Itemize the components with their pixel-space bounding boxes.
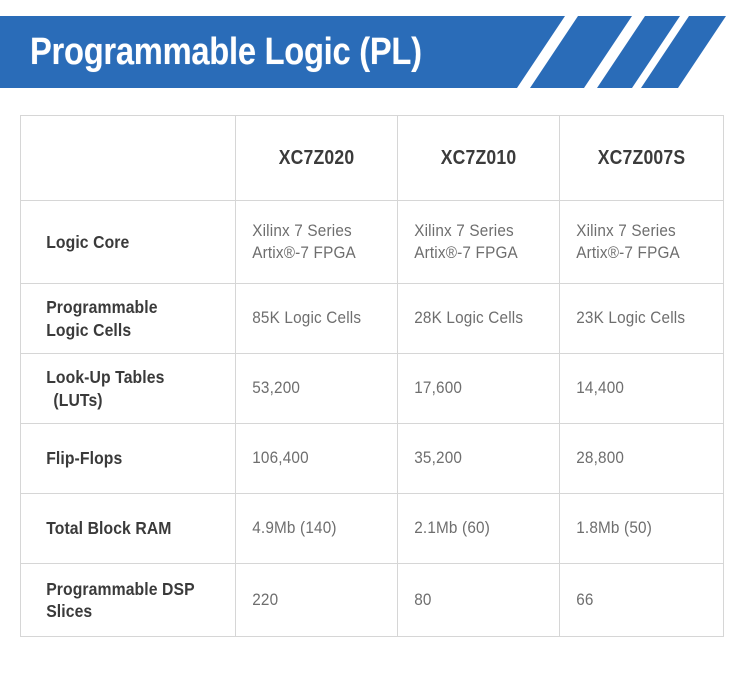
row-value-cell: 28K Logic Cells: [397, 283, 560, 354]
row-label-cell: Look-Up Tables (LUTs): [20, 353, 236, 424]
row-value-cell: Xilinx 7 Series Artix®-7 FPGA: [235, 200, 398, 284]
table-row: Total Block RAM 4.9Mb (140) 2.1Mb (60) 1…: [20, 493, 724, 564]
value-logic-cells-xc7z007s: 23K Logic Cells: [576, 308, 686, 328]
column-header-blank: [20, 115, 236, 201]
column-header-xc7z020: XC7Z020: [235, 115, 398, 201]
value-logic-core-xc7z007s: Xilinx 7 Series Artix®-7 FPGA: [576, 220, 680, 262]
row-label-cell: Logic Core: [20, 200, 236, 284]
row-value-cell: 66: [559, 563, 724, 637]
value-block-ram-xc7z010: 2.1Mb (60): [414, 518, 490, 538]
row-label-cell: Programmable Logic Cells: [20, 283, 236, 354]
row-label-total-block-ram: Total Block RAM: [46, 518, 172, 539]
table-row: Programmable Logic Cells 85K Logic Cells …: [20, 283, 724, 354]
row-value-cell: 2.1Mb (60): [397, 493, 560, 564]
row-label-programmable-dsp-slices: Programmable DSP Slices: [21, 578, 214, 622]
value-luts-xc7z010: 17,600: [414, 378, 463, 398]
row-value-cell: 80: [397, 563, 560, 637]
row-value-cell: 85K Logic Cells: [235, 283, 398, 354]
row-value-cell: 1.8Mb (50): [559, 493, 724, 564]
row-label-line-2: (LUTs): [53, 389, 103, 410]
page-title: Programmable Logic (PL): [30, 31, 422, 73]
banner-stripe-1-icon: [517, 16, 578, 88]
row-label-line-1: Programmable: [46, 297, 158, 318]
spec-table-container: XC7Z020 XC7Z010 XC7Z007S Logic Core Xili…: [20, 115, 724, 637]
row-label-line-2: Slices: [46, 601, 93, 621]
row-label-cell: Programmable DSP Slices: [20, 563, 236, 637]
value-block-ram-xc7z020: 4.9Mb (140): [252, 518, 337, 538]
banner-shape: [0, 16, 726, 88]
row-label-line-1: Look-Up Tables: [46, 367, 165, 388]
value-luts-xc7z020: 53,200: [252, 378, 301, 398]
row-value-cell: 53,200: [235, 353, 398, 424]
row-value-cell: 220: [235, 563, 398, 637]
column-header-xc7z010-label: XC7Z010: [440, 146, 517, 169]
table-header-row: XC7Z020 XC7Z010 XC7Z007S: [20, 115, 724, 201]
row-value-cell: 17,600: [397, 353, 560, 424]
table-row: Logic Core Xilinx 7 Series Artix®-7 FPGA…: [20, 200, 724, 284]
column-header-xc7z020-label: XC7Z020: [278, 146, 355, 169]
row-value-cell: 23K Logic Cells: [559, 283, 724, 354]
value-block-ram-xc7z007s: 1.8Mb (50): [576, 518, 652, 538]
table-row: Flip-Flops 106,400 35,200 28,800: [20, 423, 724, 494]
row-label-line-2: Logic Cells: [46, 319, 132, 340]
column-header-xc7z010: XC7Z010: [397, 115, 560, 201]
row-label-logic-core: Logic Core: [46, 231, 130, 252]
value-logic-core-xc7z020: Xilinx 7 Series Artix®-7 FPGA: [252, 220, 356, 262]
row-value-cell: Xilinx 7 Series Artix®-7 FPGA: [397, 200, 560, 284]
row-value-cell: 14,400: [559, 353, 724, 424]
page-header-banner: Programmable Logic (PL): [0, 16, 750, 88]
row-value-cell: 35,200: [397, 423, 560, 494]
column-header-xc7z007s-label: XC7Z007S: [597, 146, 686, 169]
row-label-cell: Flip-Flops: [20, 423, 236, 494]
value-luts-xc7z007s: 14,400: [576, 378, 625, 398]
value-flip-flops-xc7z010: 35,200: [414, 448, 463, 468]
row-label-line-1: Programmable DSP: [46, 578, 195, 599]
value-dsp-slices-xc7z020: 220: [252, 589, 279, 609]
value-dsp-slices-xc7z007s: 66: [576, 589, 594, 609]
value-logic-core-xc7z010: Xilinx 7 Series Artix®-7 FPGA: [414, 220, 518, 262]
value-flip-flops-xc7z007s: 28,800: [576, 448, 625, 468]
table-row: Look-Up Tables (LUTs) 53,200 17,600 14,40…: [20, 353, 724, 424]
row-label-look-up-tables: Look-Up Tables (LUTs): [21, 366, 214, 410]
banner-stripe-2-icon: [584, 16, 645, 88]
value-dsp-slices-xc7z010: 80: [414, 589, 432, 609]
value-logic-cells-xc7z010: 28K Logic Cells: [414, 308, 524, 328]
banner-background-shape: [0, 16, 726, 88]
row-label-cell: Total Block RAM: [20, 493, 236, 564]
row-label-flip-flops: Flip-Flops: [46, 448, 123, 469]
table-row: Programmable DSP Slices 220 80 66: [20, 563, 724, 637]
banner-stripe-3-icon: [632, 16, 689, 88]
programmable-logic-spec-table: XC7Z020 XC7Z010 XC7Z007S Logic Core Xili…: [20, 115, 724, 637]
row-value-cell: 28,800: [559, 423, 724, 494]
value-logic-cells-xc7z020: 85K Logic Cells: [252, 308, 362, 328]
column-header-xc7z007s: XC7Z007S: [559, 115, 724, 201]
row-label-programmable-logic-cells: Programmable Logic Cells: [21, 296, 214, 340]
row-value-cell: 106,400: [235, 423, 398, 494]
row-value-cell: 4.9Mb (140): [235, 493, 398, 564]
value-flip-flops-xc7z020: 106,400: [252, 448, 309, 468]
row-value-cell: Xilinx 7 Series Artix®-7 FPGA: [559, 200, 724, 284]
